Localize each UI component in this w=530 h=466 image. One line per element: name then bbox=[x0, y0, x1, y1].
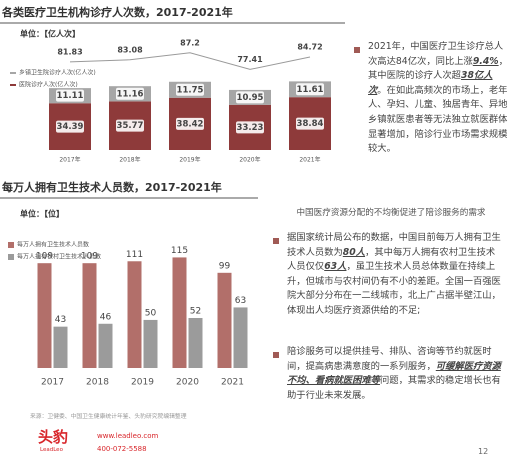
emphasis: 63人 bbox=[324, 261, 347, 273]
label-box bbox=[56, 89, 84, 102]
line-label: 87.2 bbox=[180, 38, 200, 47]
label-box bbox=[56, 120, 84, 133]
value-label: 109 bbox=[36, 252, 53, 262]
chart-title: 各类医疗卫生机构诊疗人次数，2017-2021年 bbox=[1, 5, 233, 19]
label-box bbox=[176, 83, 204, 96]
value-label: 109 bbox=[81, 252, 98, 262]
value-label: 52 bbox=[190, 307, 201, 317]
legend-marker bbox=[8, 254, 14, 260]
value-label: 38.84 bbox=[297, 119, 324, 129]
value-label: 99 bbox=[219, 261, 231, 271]
text: 2021年，中国医疗卫生诊疗总人次高达84亿次，同比上涨 bbox=[368, 41, 504, 67]
bar bbox=[217, 272, 232, 368]
chart-title: 每万人拥有卫生技术人员数，2017-2021年 bbox=[2, 180, 222, 194]
bar bbox=[37, 263, 52, 368]
paragraph: 陪诊服务可以提供挂号、排队、咨询等节约就医时间，提高病患满意度的一系列服务，可缓… bbox=[287, 345, 503, 403]
x-tick-label: 2018年 bbox=[119, 156, 140, 164]
paragraph: 据国家统计局公布的数据，中国目前每万人拥有卫生技术人员数为80人，其中每万人拥有… bbox=[287, 231, 503, 319]
label-box bbox=[176, 117, 204, 130]
bar bbox=[143, 319, 158, 368]
line-label: 84.72 bbox=[297, 42, 322, 51]
bar bbox=[233, 307, 248, 368]
unit: 单位：【亿人次】 bbox=[20, 29, 80, 39]
x-tick-label: 2019 bbox=[131, 378, 154, 388]
line-label: 77.41 bbox=[237, 55, 263, 64]
text: 陪诊服务可以提供挂号、排队、咨询等节约就医时间，提高病患满意度的一系列服务， bbox=[287, 346, 492, 372]
line-label: 83.08 bbox=[117, 45, 143, 54]
text: 据国家统计局公布的数据，中国目前每万人拥有卫生技术人员数为 bbox=[287, 232, 501, 258]
value-label: 115 bbox=[171, 246, 188, 256]
text: ，其中医院的诊疗人次超 bbox=[368, 55, 508, 82]
legend-label: 每万人拥有农村卫生技术人员数 bbox=[17, 253, 101, 261]
value-label: 11.61 bbox=[297, 85, 324, 95]
x-tick-label: 2020年 bbox=[239, 156, 260, 164]
bar bbox=[127, 261, 142, 368]
phone: 400-072-5588 bbox=[97, 445, 147, 453]
value-label: 50 bbox=[145, 308, 157, 318]
text: 。在如此高频次的市场上，老年人、孕妇、儿童、独居青年、异地乡镇就医患者等无法独立… bbox=[368, 84, 508, 155]
bullet bbox=[273, 238, 279, 244]
label-box bbox=[116, 119, 144, 132]
bar bbox=[188, 318, 203, 368]
emphasis: 9.4% bbox=[472, 55, 499, 67]
paragraph: 2021年，中国医疗卫生诊疗总人次高达84亿次，同比上涨9.4%，其中医院的诊疗… bbox=[368, 40, 510, 157]
legend-marker bbox=[8, 242, 14, 248]
emphasis: 38亿人次 bbox=[368, 70, 493, 96]
emphasis: 可缓解医疗资源不均、看病就医困难等 bbox=[287, 360, 501, 387]
label-box bbox=[296, 83, 324, 96]
bar bbox=[82, 263, 97, 368]
value-label: 11.11 bbox=[57, 91, 84, 101]
bullet bbox=[273, 352, 279, 358]
text: ，虽卫生技术人员总体数量在持续上升，但城市与农村间仍有不小的差距。全国一百强医院… bbox=[287, 261, 501, 316]
legend-label: 每万人拥有卫生技术人员数 bbox=[17, 241, 89, 249]
unit: 单位：【位】 bbox=[20, 209, 64, 219]
value-label: 35.77 bbox=[117, 121, 144, 131]
value-label: 38.42 bbox=[177, 119, 204, 129]
value-label: 11.16 bbox=[117, 89, 144, 99]
value-label: 46 bbox=[100, 312, 112, 322]
text: 问题，其需求的稳定增长也有助于行业未来发展。 bbox=[287, 375, 501, 401]
logo-sub: LeadLeo bbox=[40, 447, 63, 453]
label-box bbox=[236, 121, 264, 134]
x-tick-label: 2020 bbox=[176, 378, 199, 388]
label-box bbox=[116, 87, 144, 100]
label-box bbox=[296, 117, 324, 130]
line bbox=[69, 52, 311, 70]
x-tick-label: 2019年 bbox=[179, 156, 200, 164]
page-number: 12 bbox=[478, 447, 489, 456]
value-label: 10.95 bbox=[237, 93, 264, 103]
label-box bbox=[236, 91, 264, 104]
value-label: 111 bbox=[126, 250, 143, 260]
value-label: 34.39 bbox=[57, 122, 84, 132]
x-tick-label: 2018 bbox=[86, 378, 109, 388]
legend-label: 医院诊疗人次(亿人次) bbox=[19, 81, 78, 89]
x-tick-label: 2017 bbox=[41, 378, 64, 388]
text: ，其中每万人拥有农村卫生技术人员仅仅 bbox=[287, 246, 496, 273]
value-label: 43 bbox=[55, 315, 66, 325]
x-tick-label: 2021 bbox=[221, 378, 244, 388]
source: 来源：卫健委、中国卫生健康统计年鉴、头豹研究院编辑整理 bbox=[30, 414, 187, 420]
x-tick-label: 2017年 bbox=[59, 156, 80, 164]
emphasis: 80人 bbox=[342, 246, 366, 258]
bar bbox=[53, 326, 68, 368]
website: www.leadleo.com bbox=[97, 432, 159, 440]
bullet bbox=[354, 47, 360, 53]
value-label: 11.75 bbox=[177, 85, 204, 95]
bar bbox=[172, 257, 187, 368]
value-label: 33.23 bbox=[237, 123, 264, 133]
value-label: 63 bbox=[235, 296, 246, 306]
logo: 头豹 bbox=[38, 428, 69, 446]
bar bbox=[98, 323, 113, 368]
line-label: 81.83 bbox=[57, 47, 82, 56]
heading: 中国医疗资源分配的不均衡促进了陪诊服务的需求 bbox=[296, 208, 486, 218]
x-tick-label: 2021年 bbox=[299, 156, 320, 164]
legend-label: 乡镇卫生院诊疗人次(亿人次) bbox=[19, 69, 96, 77]
